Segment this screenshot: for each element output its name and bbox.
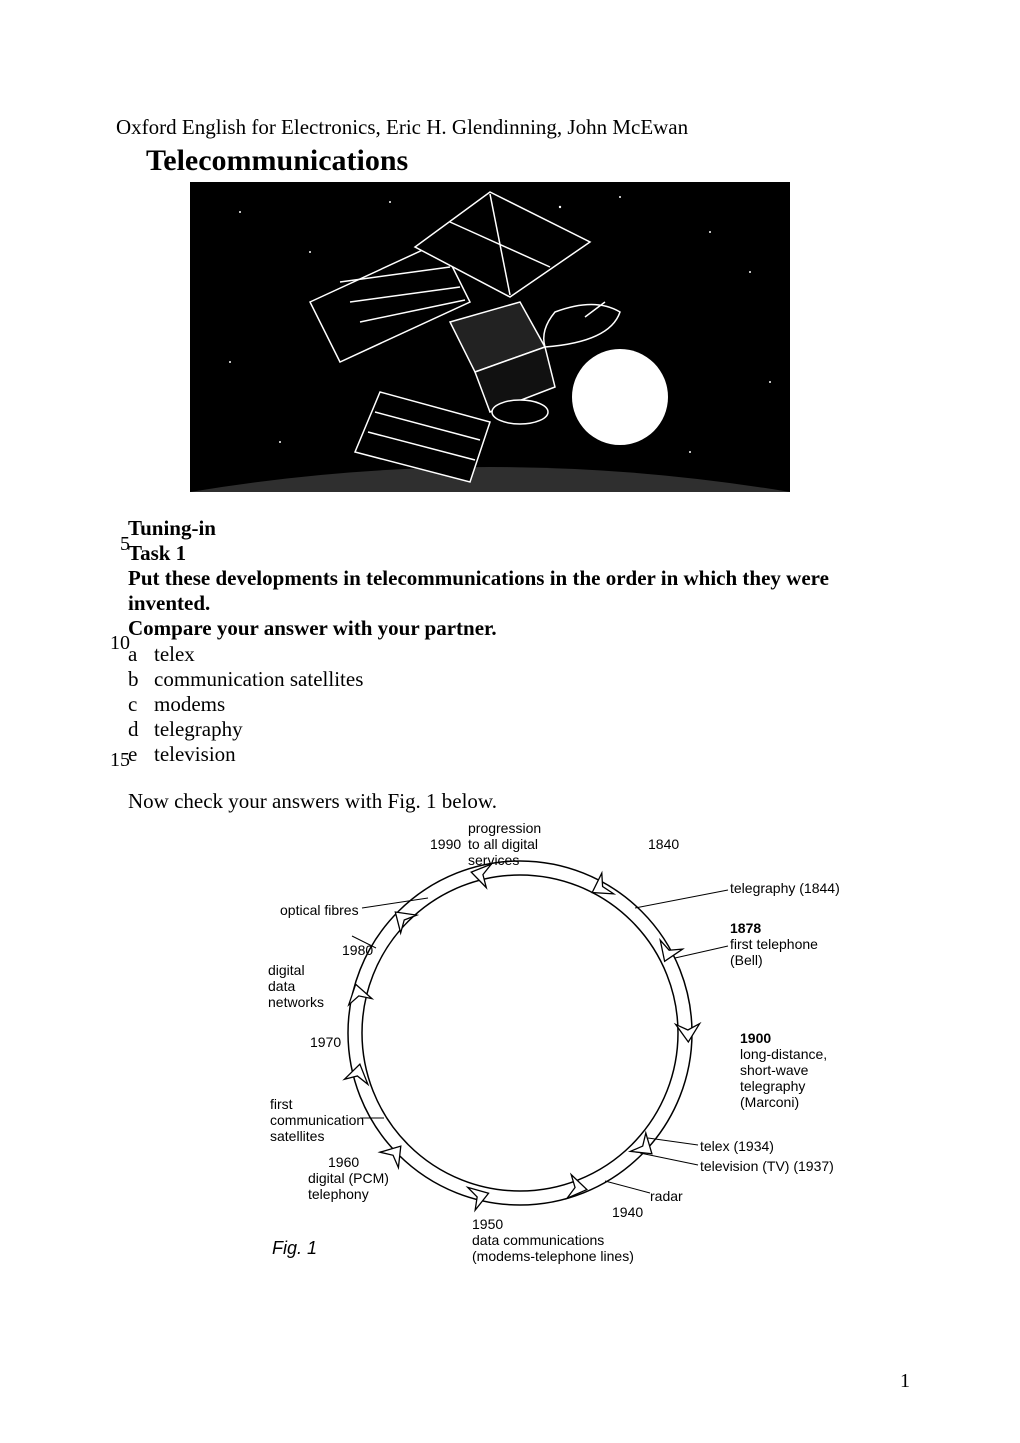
fig-label-bell: first telephone (Bell) — [730, 936, 818, 968]
fig-year-1990: 1990 — [430, 836, 461, 852]
fig-label-digital-data: digital data networks — [268, 962, 324, 1010]
fig-label-telegraphy: telegraphy (1844) — [730, 880, 840, 896]
task-instruction-line2: Compare your answer with your partner. — [128, 616, 910, 641]
fig-year-1960: 1960 — [328, 1154, 359, 1170]
task-instruction-line1: Put these developments in telecommunicat… — [128, 566, 910, 616]
fig-label-television: television (TV) (1937) — [700, 1158, 834, 1174]
option-c: cmodems — [128, 692, 910, 717]
fig-label-satellites: first communication satellites — [270, 1096, 364, 1144]
option-list: atelex bcommunication satellites cmodems… — [128, 642, 910, 767]
line-number-15: 15 — [100, 749, 130, 772]
fig-label-marconi: long-distance, short-wave telegraphy (Ma… — [740, 1046, 827, 1110]
fig-year-1950: 1950 — [472, 1216, 503, 1232]
page-number: 1 — [900, 1370, 910, 1393]
fig-year-1840: 1840 — [648, 836, 679, 852]
line-number-5: 5 — [100, 533, 130, 556]
fig-year-1940: 1940 — [612, 1204, 643, 1220]
tuning-in-heading: Tuning-in — [128, 516, 910, 541]
option-text: telegraphy — [154, 717, 243, 741]
fig-label-digital-services: progression to all digital services — [468, 820, 541, 868]
fig-label-pcm: digital (PCM) telephony — [308, 1170, 389, 1202]
option-e: etelevision — [128, 742, 910, 767]
fig-label-radar: radar — [650, 1188, 683, 1204]
option-letter: c — [128, 692, 154, 717]
fig-year-1980: 1980 — [342, 942, 373, 958]
option-d: dtelegraphy — [128, 717, 910, 742]
option-letter: b — [128, 667, 154, 692]
figure-caption: Fig. 1 — [272, 1238, 317, 1259]
option-letter: e — [128, 742, 154, 767]
figure-1-timeline: 1990 progression to all digital services… — [180, 818, 910, 1268]
option-b: bcommunication satellites — [128, 667, 910, 692]
fig-label-optical-fibres: optical fibres — [280, 902, 359, 918]
fig-year-1878: 1878 — [730, 920, 761, 936]
task-section: Tuning-in Task 1 Put these developments … — [110, 516, 910, 814]
option-a: atelex — [128, 642, 910, 667]
citation-line: Oxford English for Electronics, Eric H. … — [110, 115, 910, 140]
fig-label-telex: telex (1934) — [700, 1138, 774, 1154]
option-text: communication satellites — [154, 667, 363, 691]
check-answers-line: Now check your answers with Fig. 1 below… — [128, 789, 910, 814]
option-letter: d — [128, 717, 154, 742]
option-letter: a — [128, 642, 154, 667]
option-text: telex — [154, 642, 195, 666]
hero-satellite-image — [190, 182, 790, 492]
task-1-label: Task 1 — [128, 541, 910, 566]
page: Oxford English for Electronics, Eric H. … — [0, 0, 1020, 1443]
option-text: television — [154, 742, 236, 766]
page-title: Telecommunications — [146, 144, 910, 178]
option-text: modems — [154, 692, 225, 716]
fig-year-1900: 1900 — [740, 1030, 771, 1046]
fig-label-data-comm: data communications (modems-telephone li… — [472, 1232, 634, 1264]
fig-year-1970: 1970 — [310, 1034, 341, 1050]
line-number-10: 10 — [100, 632, 130, 655]
